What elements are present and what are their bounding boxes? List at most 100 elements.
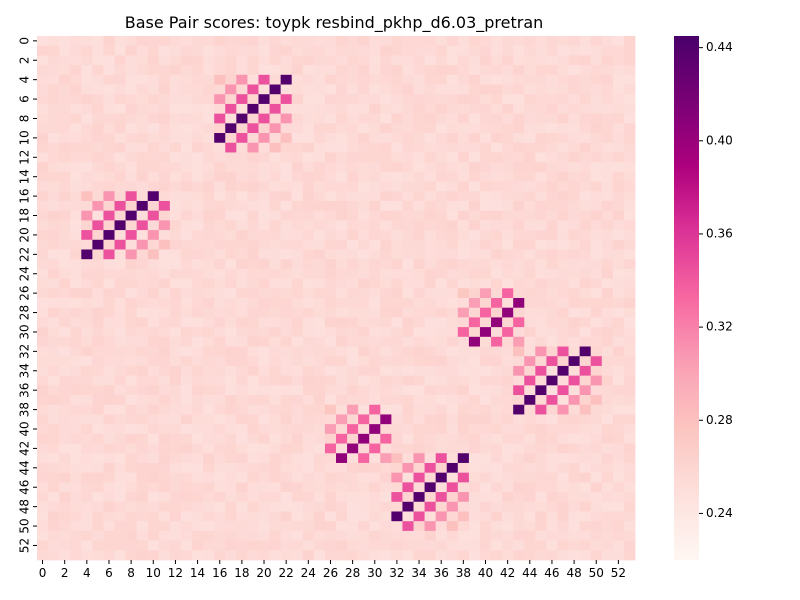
heatmap-cell: [158, 346, 171, 357]
heatmap-cell: [269, 210, 282, 221]
heatmap-cell: [280, 142, 293, 153]
heatmap-cell: [203, 346, 215, 357]
heatmap-cell: [180, 375, 193, 386]
heatmap-cell: [546, 307, 558, 318]
heatmap-cell: [435, 327, 448, 338]
colorbar-tick-label: 0.44: [706, 40, 733, 54]
heatmap-cell: [380, 259, 392, 270]
heatmap-cell: [92, 171, 104, 182]
heatmap-cell: [524, 55, 536, 66]
heatmap-cell: [214, 356, 226, 367]
heatmap-cell: [590, 472, 603, 483]
heatmap-cell: [125, 385, 138, 396]
heatmap-cell: [37, 220, 49, 231]
heatmap-cell: [468, 327, 481, 338]
heatmap-cell: [601, 220, 614, 231]
heatmap-cell: [380, 365, 392, 377]
heatmap-cell: [601, 298, 614, 309]
heatmap-cell: [214, 424, 226, 435]
heatmap-cell: [236, 181, 248, 192]
heatmap-cell: [247, 45, 259, 56]
heatmap-cell: [557, 336, 569, 347]
heatmap-cell: [203, 220, 215, 231]
heatmap-cell: [435, 239, 448, 250]
heatmap-cell: [258, 336, 270, 347]
heatmap-cell: [324, 181, 337, 192]
heatmap-cell: [502, 365, 514, 377]
heatmap-cell: [258, 113, 270, 124]
heatmap-cell: [236, 385, 248, 396]
heatmap-cell: [313, 395, 326, 406]
heatmap-cell: [70, 501, 82, 512]
heatmap-cell: [623, 200, 636, 212]
heatmap-cell: [81, 103, 93, 115]
heatmap-cell: [413, 259, 425, 270]
heatmap-cell: [324, 482, 337, 493]
heatmap-cell: [546, 171, 558, 182]
heatmap-cell: [214, 307, 226, 318]
heatmap-cell: [136, 84, 149, 95]
heatmap-cell: [457, 94, 470, 105]
heatmap-cell: [258, 152, 270, 163]
heatmap-cell: [147, 84, 160, 95]
heatmap-cell: [59, 103, 71, 115]
heatmap-cell: [114, 94, 126, 105]
heatmap-cell: [203, 462, 215, 474]
heatmap-cell: [81, 540, 93, 551]
heatmap-cell: [601, 317, 614, 328]
heatmap-cell: [479, 55, 492, 66]
heatmap-cell: [579, 162, 592, 173]
heatmap-cell: [336, 65, 348, 76]
heatmap-cell: [623, 65, 636, 76]
heatmap-cell: [59, 133, 71, 144]
heatmap-cell: [568, 55, 581, 66]
heatmap-cell: [192, 482, 204, 493]
heatmap-cell: [48, 123, 60, 134]
heatmap-cell: [147, 511, 160, 522]
heatmap-cell: [601, 152, 614, 163]
heatmap-cell: [524, 84, 536, 95]
heatmap-cell: [158, 317, 171, 328]
heatmap-cell: [180, 424, 193, 435]
heatmap-cell: [236, 210, 248, 221]
heatmap-cell: [358, 365, 370, 377]
heatmap-cell: [180, 540, 193, 551]
heatmap-cell: [535, 530, 547, 541]
heatmap-cell: [291, 307, 304, 318]
heatmap-cell: [59, 298, 71, 309]
heatmap-cell: [380, 433, 392, 444]
heatmap-cell: [81, 288, 93, 299]
heatmap-cell: [435, 395, 448, 406]
heatmap-cell: [380, 501, 392, 512]
heatmap-cell: [158, 45, 171, 56]
heatmap-cell: [502, 36, 514, 47]
heatmap-cell: [535, 181, 547, 192]
heatmap-cell: [59, 375, 71, 386]
heatmap-cell: [369, 462, 381, 474]
heatmap-cell: [258, 414, 270, 425]
heatmap-cell: [391, 472, 403, 483]
heatmap-cell: [579, 317, 592, 328]
heatmap-cell: [81, 45, 93, 56]
heatmap-cell: [236, 433, 248, 444]
heatmap-cell: [48, 385, 60, 396]
heatmap-cell: [546, 317, 558, 328]
heatmap-cell: [92, 142, 104, 153]
heatmap-cell: [479, 443, 492, 454]
heatmap-cell: [192, 307, 204, 318]
heatmap-cell: [413, 482, 425, 493]
heatmap-cell: [502, 103, 514, 115]
heatmap-cell: [446, 113, 459, 124]
heatmap-cell: [313, 472, 326, 483]
heatmap-cell: [402, 521, 414, 532]
heatmap-cell: [280, 395, 293, 406]
heatmap-cell: [258, 94, 270, 105]
heatmap-cell: [568, 191, 581, 202]
heatmap-cell: [103, 404, 115, 415]
heatmap-cell: [347, 288, 359, 299]
heatmap-cell: [336, 472, 348, 483]
heatmap-cell: [535, 103, 547, 115]
heatmap-cell: [158, 550, 171, 561]
heatmap-cell: [502, 133, 514, 144]
heatmap-cell: [402, 220, 414, 231]
